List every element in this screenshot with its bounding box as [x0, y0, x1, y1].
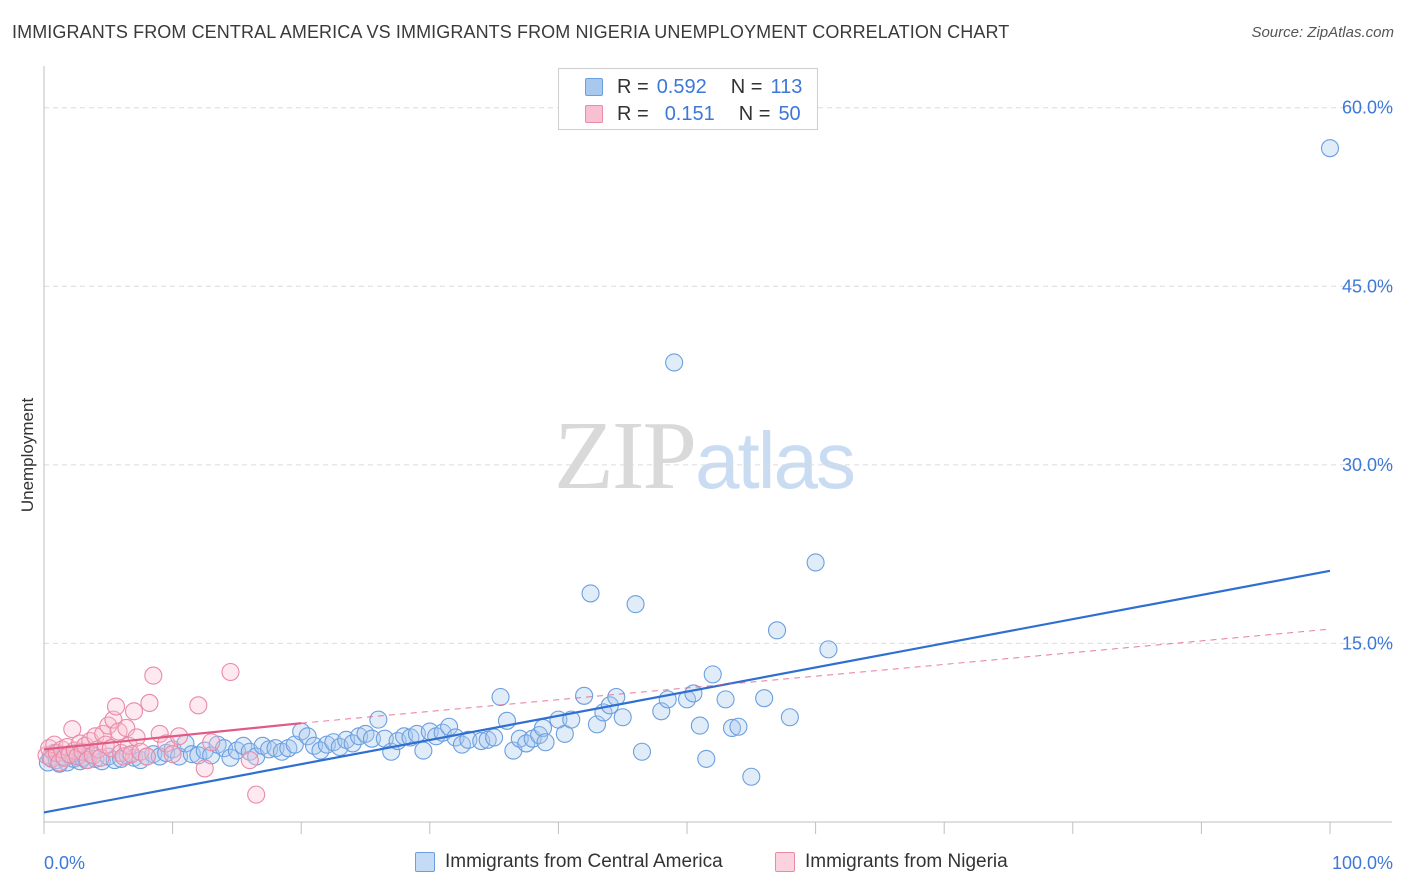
data-point [362, 729, 381, 748]
data-point [99, 716, 118, 735]
data-point [767, 621, 787, 640]
data-point [626, 595, 645, 614]
trend-line [43, 722, 302, 751]
legend-n-value: 50 [778, 102, 801, 125]
data-point [581, 584, 600, 603]
legend-row-central-america: R = 0.592 N = 113 [585, 74, 802, 100]
data-point [240, 751, 259, 770]
watermark: ZIPatlas [554, 398, 856, 512]
data-point [742, 767, 761, 786]
y-tick-label: 30.0% [1342, 455, 1393, 475]
data-point [755, 689, 774, 708]
data-point [1320, 139, 1340, 158]
data-point [491, 687, 510, 707]
x-tick-label: 100.0% [1332, 853, 1393, 873]
data-point [285, 735, 304, 754]
data-points [37, 139, 1340, 804]
data-point [536, 733, 555, 752]
trend-line-extension [301, 628, 1331, 724]
legend-r-label: R = [617, 102, 649, 125]
data-point [780, 708, 799, 727]
data-point [703, 665, 722, 684]
data-point [202, 733, 221, 752]
grid-lines [44, 107, 1392, 644]
data-point [414, 741, 433, 760]
tick-labels: 15.0% 30.0% 45.0% 60.0% 0.0% 100.0% [44, 98, 1393, 873]
data-point [819, 640, 838, 659]
y-tick-label: 15.0% [1342, 633, 1393, 653]
legend-swatch-nigeria [585, 105, 603, 123]
legend-n-value: 113 [770, 75, 803, 98]
data-point [221, 662, 240, 682]
data-point [140, 693, 159, 713]
data-point [144, 666, 163, 685]
data-point [722, 718, 742, 738]
data-point [137, 747, 156, 766]
legend-r-value: 0.592 [656, 75, 707, 98]
series-legend-nigeria: Immigrants from Nigeria [775, 851, 1008, 873]
data-point [587, 715, 607, 734]
data-point [562, 710, 581, 729]
data-point [665, 353, 684, 372]
data-point [124, 702, 144, 721]
data-point [127, 728, 146, 747]
chart-title: IMMIGRANTS FROM CENTRAL AMERICA VS IMMIG… [12, 22, 1010, 42]
data-point [806, 553, 825, 572]
data-point [298, 727, 317, 746]
watermark-atlas: atlas [695, 416, 856, 505]
data-point [485, 728, 504, 747]
legend-swatch-central-america [585, 78, 603, 96]
series-legend-central-america: Immigrants from Central America [415, 851, 723, 873]
data-point [690, 716, 709, 735]
data-point [195, 759, 214, 778]
data-point [652, 702, 671, 721]
data-point [63, 720, 82, 739]
data-point [106, 697, 126, 716]
trend-line [43, 569, 1331, 814]
data-point [163, 745, 182, 764]
legend-r-value: 0.151 [664, 102, 715, 125]
data-point [247, 785, 266, 804]
series-label-nigeria: Immigrants from Nigeria [805, 851, 1008, 872]
data-point [55, 748, 74, 767]
data-point [575, 686, 594, 705]
series-label-central-america: Immigrants from Central America [445, 851, 723, 872]
legend-n-label: N = [738, 102, 771, 125]
y-tick-label: 45.0% [1342, 276, 1393, 296]
data-point [459, 730, 478, 749]
data-point [343, 734, 362, 753]
data-point [729, 717, 748, 736]
data-point [716, 690, 735, 709]
legend-r-label: R = [617, 75, 649, 98]
trend-lines [43, 569, 1331, 814]
legend-row-nigeria: R = 0.151 N = 50 [585, 101, 801, 127]
data-point [632, 742, 652, 761]
series-swatch-nigeria [775, 852, 795, 872]
data-point [697, 749, 716, 768]
legend-n-label: N = [730, 75, 763, 98]
correlation-legend: R = 0.592 N = 113 R = 0.151 N = 50 [558, 68, 818, 130]
y-tick-label: 60.0% [1342, 98, 1393, 118]
axes [43, 66, 1392, 834]
watermark-zip: ZIP [554, 402, 697, 510]
data-point [613, 708, 632, 727]
data-point [189, 696, 208, 715]
data-point [221, 748, 240, 767]
x-tick-label: 0.0% [44, 853, 85, 873]
data-point [369, 710, 388, 729]
series-swatch-central-america [415, 852, 435, 872]
source-label: Source: ZipAtlas.com [1251, 24, 1394, 41]
